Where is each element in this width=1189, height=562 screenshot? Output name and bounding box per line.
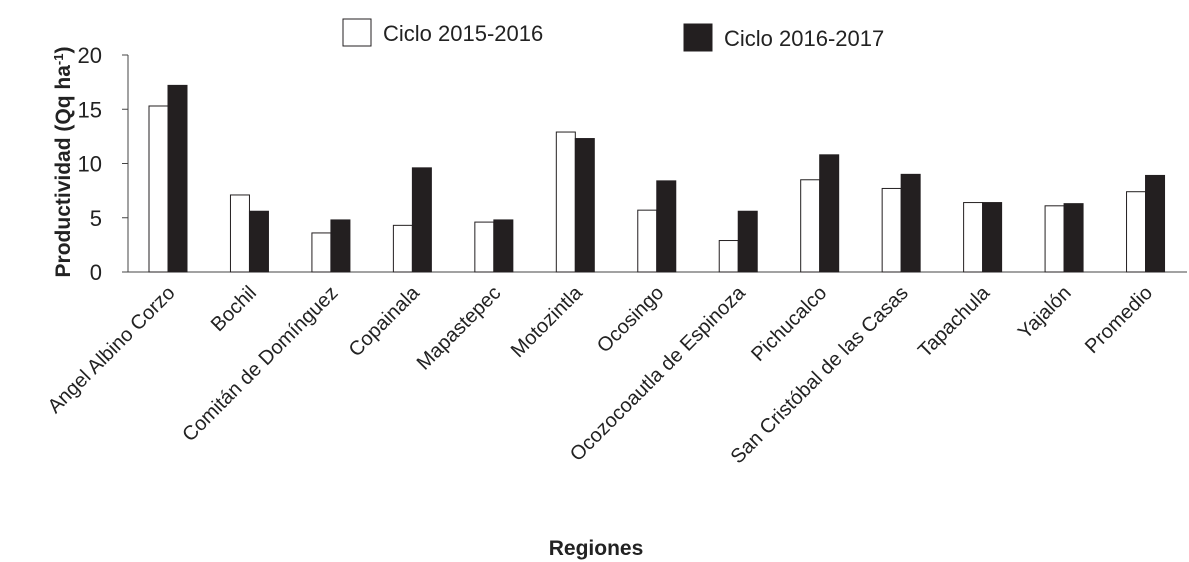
bar-series-1 [800, 179, 821, 273]
category-label: Bochil [207, 282, 261, 336]
category-label: Ocosingo [593, 282, 668, 357]
bar-series-1 [1126, 191, 1147, 273]
bar-series-1 [392, 224, 413, 273]
category-label: Mapastepec [413, 282, 506, 375]
bar-series-2 [737, 210, 758, 273]
category-label: Copainala [345, 281, 425, 361]
y-axis-title-close: ) [52, 47, 75, 54]
category-label: Yajalón [1014, 282, 1076, 344]
category-label: Ocozocoautla de Espinoza [566, 281, 750, 465]
bar-series-2 [493, 219, 514, 273]
y-tick-label: 10 [78, 152, 102, 177]
bars [148, 84, 1166, 273]
bar-series-2 [982, 202, 1003, 273]
bar-series-1 [474, 221, 495, 273]
category-label: Tapachula [914, 281, 995, 362]
y-tick-label: 15 [78, 97, 102, 122]
bar-series-1 [718, 240, 739, 273]
category-label: Angel Albino Corzo [44, 282, 180, 418]
bar-series-1 [637, 209, 658, 273]
y-axis-title-superscript: -1 [51, 54, 66, 66]
bar-series-2 [574, 138, 595, 273]
category-label: Promedio [1081, 282, 1157, 358]
bar-series-2 [819, 154, 840, 273]
bar-series-2 [330, 219, 351, 273]
category-label: Motozintla [507, 281, 588, 362]
bar-series-2 [248, 210, 269, 273]
bar-series-1 [963, 202, 984, 273]
bar-series-1 [881, 187, 902, 273]
axes: 0 5 10 15 20 [78, 43, 1187, 285]
legend-label: Ciclo 2015-2016 [383, 21, 543, 46]
y-axis-title-text: Productividad (Qq ha [52, 65, 75, 278]
legend: Ciclo 2015-2016 Ciclo 2016-2017 [342, 18, 884, 52]
category-label: Comitán de Domínguez [178, 282, 342, 446]
category-label: San Cristóbal de las Casas [727, 282, 913, 468]
category-label: Pichucalco [747, 282, 831, 366]
bar-series-2 [1063, 203, 1084, 273]
bar-series-2 [1145, 174, 1166, 273]
bar-series-2 [656, 180, 677, 273]
bar-series-1 [555, 131, 576, 273]
legend-swatch [342, 18, 372, 47]
y-axis-title: Productividad (Qq ha-1) [51, 47, 76, 278]
x-axis-title: Regiones [549, 537, 644, 560]
bar-series-1 [311, 232, 332, 273]
bar-series-1 [1044, 205, 1065, 273]
y-tick-label: 20 [78, 43, 102, 68]
bar-series-2 [167, 84, 188, 273]
bar-series-1 [229, 194, 250, 273]
legend-swatch [683, 23, 713, 52]
bar-series-1 [148, 105, 169, 273]
bar-series-2 [900, 173, 921, 273]
bar-series-2 [411, 167, 432, 273]
legend-label: Ciclo 2016-2017 [724, 26, 884, 51]
y-tick-label: 0 [90, 260, 102, 285]
y-tick-label: 5 [90, 206, 102, 231]
